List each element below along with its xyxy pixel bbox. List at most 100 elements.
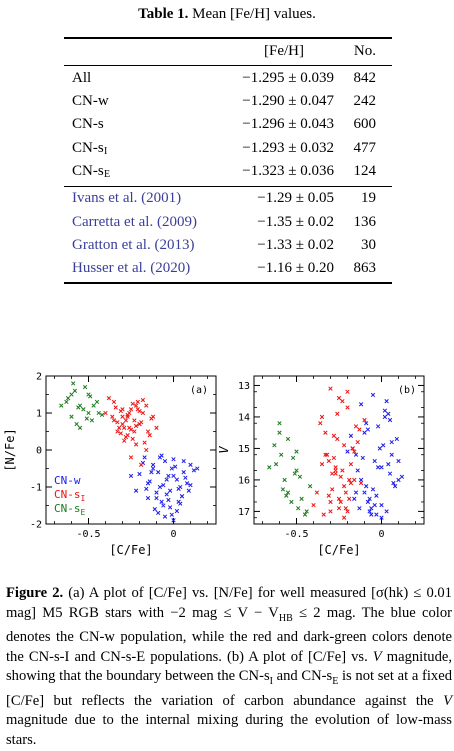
point-CN-sE bbox=[282, 477, 287, 483]
point-CN-w bbox=[161, 482, 166, 488]
point-CN-w bbox=[367, 496, 372, 501]
point-CN-w bbox=[353, 490, 359, 495]
point-CN-w bbox=[358, 402, 364, 407]
table-header-rule bbox=[64, 65, 392, 66]
caption-part-5: I bbox=[269, 676, 273, 688]
point-CN-sI bbox=[341, 484, 347, 489]
point-CN-w bbox=[174, 508, 180, 514]
point-CN-sI bbox=[341, 443, 347, 448]
row-label[interactable]: Husser et al. (2020) bbox=[72, 260, 191, 276]
point-CN-sE bbox=[290, 455, 296, 461]
table-row: Gratton et al. (2013) −1.33 ± 0.02 30 bbox=[64, 237, 392, 260]
caption-part-6: and CN-s bbox=[272, 668, 333, 685]
point-CN-w bbox=[150, 462, 156, 467]
point-CN-w bbox=[360, 455, 365, 461]
point-CN-sI bbox=[335, 436, 340, 442]
caption-part-0: (a) A plot of [C/Fe] vs. [N/Fe] for well… bbox=[6, 585, 452, 621]
point-CN-sE bbox=[96, 410, 101, 416]
point-CN-w bbox=[355, 468, 360, 473]
point-CN-w bbox=[169, 512, 174, 517]
point-CN-sI bbox=[326, 458, 331, 464]
row-label[interactable]: Ivans et al. (2001) bbox=[72, 190, 182, 206]
point-CN-sE bbox=[296, 506, 301, 511]
point-CN-sI bbox=[345, 509, 350, 514]
legend-subscript: I bbox=[81, 494, 86, 503]
panel-label: (a) bbox=[190, 385, 208, 396]
point-CN-w bbox=[171, 518, 176, 523]
point-CN-sI bbox=[355, 439, 360, 445]
point-CN-sI bbox=[133, 442, 139, 447]
point-CN-w bbox=[353, 452, 359, 457]
point-CN-sE bbox=[86, 410, 91, 416]
point-CN-w bbox=[149, 470, 154, 475]
point-CN-w bbox=[178, 501, 183, 506]
legend-subscript: E bbox=[81, 508, 86, 517]
point-CN-sI bbox=[115, 420, 120, 425]
point-CN-sE bbox=[64, 399, 69, 405]
point-CN-sE bbox=[81, 407, 86, 412]
point-CN-w bbox=[375, 424, 381, 429]
caption-part-1: HB bbox=[278, 612, 293, 624]
point-CN-sE bbox=[302, 512, 308, 517]
point-CN-sE bbox=[88, 394, 93, 399]
row-count: 19 bbox=[361, 190, 376, 206]
point-CN-w bbox=[157, 484, 163, 490]
point-CN-sI bbox=[103, 410, 108, 416]
point-CN-sI bbox=[321, 512, 326, 517]
point-CN-w bbox=[159, 453, 164, 458]
point-CN-sE bbox=[65, 396, 71, 401]
point-CN-w bbox=[399, 474, 405, 479]
point-CN-sI bbox=[120, 421, 125, 427]
point-CN-w bbox=[162, 514, 168, 519]
point-CN-w bbox=[167, 505, 173, 510]
legend-text: CN-s bbox=[54, 502, 81, 515]
legend-entry: CN-sE bbox=[54, 502, 86, 517]
point-CN-w bbox=[183, 475, 188, 480]
point-CN-sI bbox=[142, 440, 147, 445]
point-CN-sE bbox=[304, 509, 309, 514]
point-CN-w bbox=[365, 499, 371, 505]
table-row: CN-s E −1.323 ± 0.036 124 bbox=[64, 163, 392, 186]
row-label[interactable]: Carretta et al. (2009) bbox=[72, 214, 197, 230]
row-count: 242 bbox=[353, 93, 377, 109]
point-CN-w bbox=[162, 458, 168, 464]
table-caption-text: Mean [Fe/H] values. bbox=[192, 6, 316, 22]
point-CN-w bbox=[147, 479, 152, 484]
point-CN-sI bbox=[127, 425, 132, 430]
point-CN-w bbox=[186, 488, 191, 493]
point-CN-sI bbox=[133, 403, 139, 408]
point-CN-sE bbox=[280, 487, 286, 492]
row-count: 30 bbox=[361, 237, 376, 253]
point-CN-sI bbox=[352, 449, 357, 454]
point-CN-w bbox=[171, 473, 176, 479]
point-CN-sI bbox=[348, 480, 354, 486]
point-CN-sI bbox=[335, 411, 340, 416]
point-CN-w bbox=[156, 470, 161, 475]
table-row: Ivans et al. (2001) −1.29 ± 0.05 19 bbox=[64, 190, 392, 213]
point-CN-sI bbox=[338, 499, 343, 505]
point-CN-w bbox=[394, 436, 399, 442]
point-CN-sE bbox=[292, 471, 297, 476]
row-label: CN-s bbox=[72, 116, 104, 132]
point-CN-sE bbox=[272, 443, 277, 448]
point-CN-sI bbox=[144, 403, 149, 408]
table-row: CN-s −1.296 ± 0.043 600 bbox=[64, 116, 392, 139]
point-CN-w bbox=[152, 507, 157, 512]
table-mid-rule bbox=[64, 186, 392, 187]
row-label[interactable]: Gratton et al. (2013) bbox=[72, 237, 195, 253]
point-CN-sE bbox=[74, 421, 79, 427]
row-feh-value: −1.35 ± 0.02 bbox=[257, 214, 334, 230]
point-CN-w bbox=[372, 502, 377, 508]
y-tick-label: -1 bbox=[30, 483, 42, 494]
point-CN-sI bbox=[133, 423, 139, 429]
point-CN-w bbox=[348, 433, 354, 438]
point-CN-w bbox=[137, 471, 142, 477]
point-CN-sI bbox=[132, 429, 137, 434]
point-CN-w bbox=[179, 494, 185, 499]
point-CN-w bbox=[387, 417, 393, 423]
point-CN-w bbox=[352, 496, 357, 501]
point-CN-sE bbox=[289, 499, 294, 505]
point-CN-sI bbox=[123, 434, 129, 440]
legend-entry: CN-sI bbox=[54, 488, 86, 503]
point-CN-w bbox=[145, 495, 151, 501]
